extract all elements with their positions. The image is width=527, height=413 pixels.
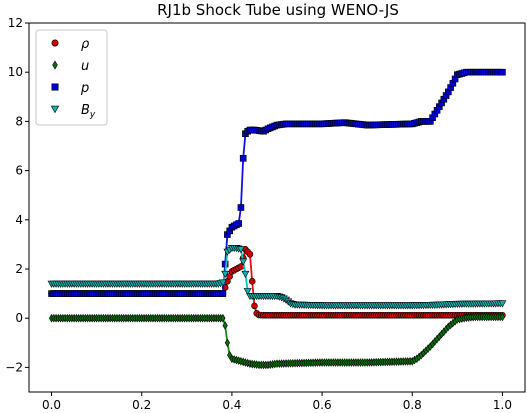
series-point — [236, 246, 245, 254]
y-tick-label: 12 — [8, 16, 23, 30]
series-line-2 — [51, 71, 503, 295]
chart-title: RJ1b Shock Tube using WENO-JS — [157, 1, 399, 19]
y-tick-label: 4 — [15, 213, 23, 227]
legend-marker — [51, 39, 59, 47]
series-point — [251, 302, 258, 310]
series-point — [248, 277, 256, 285]
y-tick-label: −2 — [5, 360, 23, 374]
legend-marker — [52, 60, 58, 70]
legend-marker — [51, 83, 59, 91]
x-tick-label: 0.6 — [313, 398, 332, 412]
y-tick-label: 10 — [8, 65, 23, 79]
series-point — [241, 270, 250, 278]
plot-frame — [28, 22, 526, 393]
x-tick-label: 1.0 — [493, 398, 512, 412]
series-point — [498, 300, 507, 308]
series-point — [243, 288, 252, 296]
legend-label: u — [81, 59, 89, 74]
y-tick-label: 6 — [15, 164, 23, 178]
y-tick-label: 8 — [15, 114, 23, 128]
y-tick-label: 2 — [15, 262, 23, 276]
axes-group: 0.0 0.2 0.4 0.6 0.8 1.0 −2 0 2 4 6 8 10 12 — [5, 16, 526, 412]
series-point — [222, 321, 228, 330]
series-point — [246, 250, 254, 258]
x-tick-label: 0.4 — [222, 398, 241, 412]
series-point — [499, 312, 506, 322]
x-tick-label: 0.2 — [132, 398, 151, 412]
legend-label: ρ — [81, 37, 90, 52]
series-group — [47, 68, 507, 370]
legend-marker — [50, 105, 60, 114]
series-point — [218, 279, 227, 287]
y-tick-label: 0 — [15, 311, 23, 325]
series-point — [221, 270, 230, 278]
x-tick-label: 0.8 — [403, 398, 422, 412]
series-point — [499, 68, 506, 76]
legend-box — [35, 29, 108, 126]
series-point — [239, 155, 247, 162]
series-point — [220, 313, 226, 323]
series-point — [237, 204, 245, 211]
series-3 — [47, 245, 507, 310]
x-tick-label: 0.0 — [42, 398, 61, 412]
legend-label: p — [80, 81, 89, 96]
series-2 — [48, 68, 506, 297]
series-point — [224, 338, 230, 348]
series-point — [219, 290, 227, 297]
series-point — [235, 220, 242, 227]
series-point — [239, 258, 248, 266]
series-1 — [48, 312, 506, 370]
